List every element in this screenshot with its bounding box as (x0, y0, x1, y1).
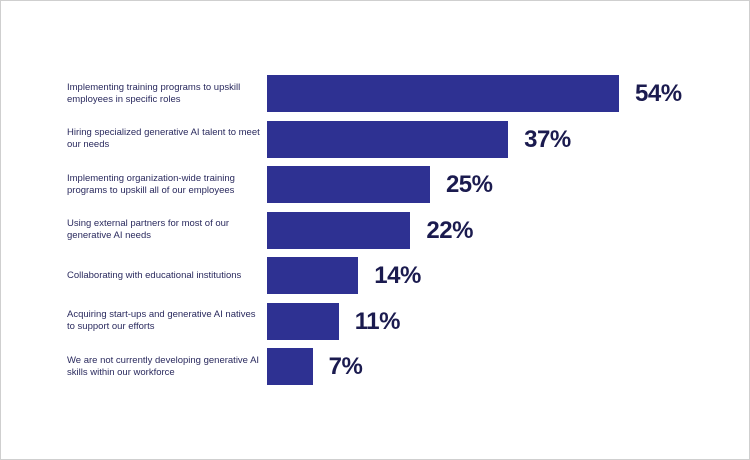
value-label: 25% (445, 171, 493, 198)
category-label: Implementing training programs to upskil… (67, 81, 241, 105)
category-label: Implementing organization-wide training … (67, 172, 235, 196)
category-label: Acquiring start-ups and generative AI na… (67, 309, 256, 332)
category-label: Hiring specialized generative AI talent … (67, 127, 260, 150)
category-label: Collaborating with educational instituti… (67, 269, 242, 281)
value-label: 37% (524, 125, 571, 153)
value-label: 11% (354, 307, 401, 335)
value-label: 14% (374, 262, 421, 289)
bar (267, 75, 619, 112)
bar (267, 302, 339, 340)
category-label: We are not currently developing generati… (67, 354, 260, 378)
value-label: 54% (635, 80, 682, 107)
category-label: Using external partners for most of our … (67, 218, 230, 241)
bar (267, 166, 430, 203)
value-label: 22% (426, 216, 473, 244)
value-label: 7% (328, 353, 363, 380)
bar (267, 211, 411, 249)
bar (267, 348, 313, 385)
bar (267, 257, 359, 294)
bar (267, 120, 509, 158)
